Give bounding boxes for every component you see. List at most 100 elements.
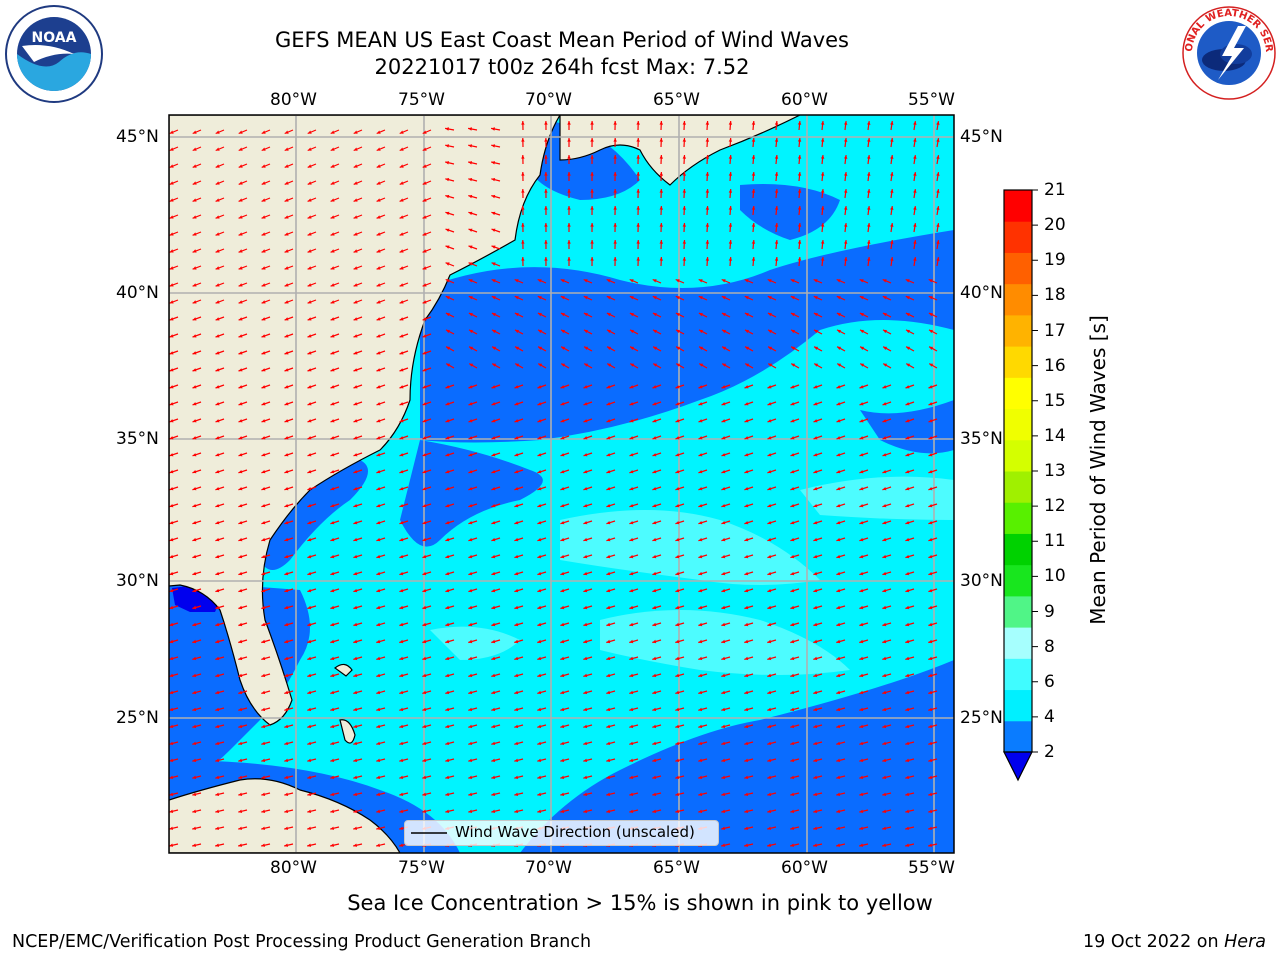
wave-arrow-head bbox=[445, 605, 450, 610]
colorbar-segment bbox=[1004, 283, 1032, 316]
wave-arrow-head bbox=[353, 724, 358, 729]
lon-label-top-55w: 55°W bbox=[908, 90, 955, 110]
wave-arrow-head bbox=[376, 198, 381, 202]
wave-arrow-head bbox=[399, 266, 404, 270]
wave-arrow-head bbox=[767, 537, 772, 542]
wave-arrow-head bbox=[629, 402, 634, 406]
wave-arrow-head bbox=[883, 329, 887, 334]
wave-arrow-head bbox=[376, 758, 381, 762]
wave-arrow-head bbox=[284, 368, 289, 372]
wave-arrow-head bbox=[169, 232, 174, 236]
wave-arrow-head bbox=[238, 453, 243, 457]
wave-arrow-head bbox=[491, 161, 496, 165]
wave-arrow-head bbox=[652, 487, 657, 491]
wave-arrow-head bbox=[813, 605, 818, 610]
wave-arrow-head bbox=[521, 121, 525, 125]
wave-arrow-head bbox=[813, 296, 818, 300]
wave-arrow-head bbox=[905, 296, 910, 300]
wave-arrow-head bbox=[606, 313, 611, 317]
wave-arrow-head bbox=[491, 296, 496, 300]
wave-arrow-head bbox=[169, 521, 174, 525]
wave-arrow-head bbox=[728, 121, 733, 125]
wave-arrow-head bbox=[675, 521, 680, 525]
wave-arrow-head bbox=[859, 313, 864, 317]
wave-arrow-head bbox=[353, 521, 358, 525]
wave-arrow-head bbox=[682, 138, 686, 142]
wave-arrow-head bbox=[192, 487, 197, 491]
legend-line-icon bbox=[411, 832, 447, 834]
wave-arrow-head bbox=[192, 453, 197, 457]
wave-arrow-head bbox=[468, 262, 473, 266]
wave-arrow-head bbox=[544, 172, 548, 176]
wave-arrow-head bbox=[790, 296, 795, 300]
wave-arrow-head bbox=[261, 130, 266, 134]
wave-arrow-head bbox=[797, 189, 802, 193]
wave-arrow-head bbox=[721, 741, 726, 745]
wave-arrow-head bbox=[883, 346, 888, 350]
wave-arrow-head bbox=[560, 605, 565, 610]
wave-arrow-head bbox=[813, 656, 818, 661]
wave-arrow-head bbox=[514, 775, 519, 779]
wave-arrow-head bbox=[445, 194, 450, 199]
wave-arrow-head bbox=[813, 385, 818, 389]
wave-arrow-head bbox=[867, 138, 871, 142]
wave-arrow-head bbox=[928, 843, 933, 847]
wave-arrow-head bbox=[721, 571, 726, 576]
wave-arrow-head bbox=[636, 240, 640, 244]
wave-arrow-head bbox=[330, 215, 335, 219]
wave-arrow-head bbox=[192, 130, 197, 134]
wave-arrow-head bbox=[882, 554, 887, 559]
wave-arrow-head bbox=[537, 690, 542, 695]
wave-arrow-head bbox=[698, 605, 703, 610]
wave-arrow-head bbox=[774, 189, 779, 193]
wave-arrow-head bbox=[307, 470, 312, 474]
wave-arrow-head bbox=[767, 588, 772, 593]
wave-arrow-head bbox=[583, 487, 588, 491]
wave-arrow-head bbox=[399, 300, 404, 304]
wave-arrow-head bbox=[629, 313, 634, 317]
wave-arrow-head bbox=[567, 223, 571, 227]
wave-arrow-head bbox=[675, 639, 680, 644]
wave-arrow-head bbox=[583, 385, 588, 389]
wave-arrow-head bbox=[567, 121, 571, 125]
wave-arrow-head bbox=[583, 707, 588, 712]
wave-arrow-head bbox=[215, 741, 220, 745]
wave-arrow-head bbox=[445, 809, 450, 813]
lat-label-right-40n: 40°N bbox=[960, 283, 1003, 303]
wave-arrow-head bbox=[399, 588, 404, 593]
wave-arrow-head bbox=[652, 656, 657, 661]
wave-arrow-head bbox=[422, 537, 427, 542]
colorbar-tick-label: 11 bbox=[1044, 531, 1066, 552]
wave-arrow-head bbox=[860, 363, 865, 367]
wave-arrow-head bbox=[376, 249, 381, 253]
wave-arrow-head bbox=[767, 809, 772, 813]
wave-arrow-head bbox=[905, 724, 910, 729]
wave-arrow-head bbox=[284, 198, 289, 202]
wave-arrow-head bbox=[330, 758, 335, 762]
wave-arrow-head bbox=[813, 758, 818, 762]
wave-arrow-head bbox=[607, 346, 612, 350]
wave-arrow-head bbox=[515, 363, 520, 367]
wave-arrow-head bbox=[261, 385, 266, 389]
wave-arrow-head bbox=[767, 673, 772, 678]
wave-arrow-head bbox=[936, 121, 940, 125]
wave-arrow-head bbox=[636, 189, 640, 193]
wave-arrow-head bbox=[583, 453, 588, 457]
wave-arrow-head bbox=[514, 741, 519, 745]
wave-arrow-head bbox=[192, 639, 197, 644]
wave-arrow-head bbox=[537, 313, 542, 317]
wave-arrow-head bbox=[445, 419, 450, 423]
wave-arrow-head bbox=[613, 206, 617, 210]
wave-arrow-head bbox=[422, 504, 427, 508]
wave-arrow-head bbox=[652, 470, 657, 474]
wave-arrow-head bbox=[698, 402, 703, 406]
wave-arrow-head bbox=[928, 809, 933, 813]
wave-arrow-head bbox=[606, 758, 611, 762]
wave-arrow-head bbox=[307, 843, 312, 847]
wave-arrow-head bbox=[192, 554, 197, 559]
wave-arrow-head bbox=[261, 826, 266, 830]
wave-arrow-head bbox=[859, 571, 864, 576]
wave-arrow-head bbox=[330, 724, 335, 729]
wave-arrow-head bbox=[698, 436, 703, 440]
wave-arrow-head bbox=[353, 470, 358, 474]
